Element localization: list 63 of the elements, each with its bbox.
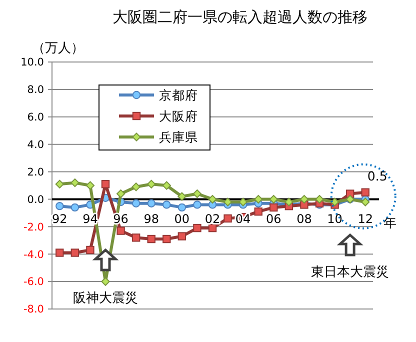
x-tick-label: 08 xyxy=(296,212,312,226)
point xyxy=(116,226,125,235)
legend-label: 大阪府 xyxy=(159,108,198,124)
annotation: 0.5 xyxy=(367,168,388,184)
x-axis-title: 年 xyxy=(384,216,396,232)
point xyxy=(147,199,156,208)
x-tick-label: 12 xyxy=(358,212,373,226)
point xyxy=(70,178,80,188)
point xyxy=(56,202,64,210)
y-tick-label: 4.0 xyxy=(27,139,44,152)
y-tick-label: 2.0 xyxy=(27,166,44,178)
y-tick-label: 10.0 xyxy=(20,56,44,69)
point xyxy=(254,207,262,216)
point xyxy=(162,181,171,190)
legend-label: 兵庫県 xyxy=(159,129,198,144)
x-tick-label: 00 xyxy=(174,212,190,226)
annotation: 阪神大震災 xyxy=(73,291,138,306)
x-tick-label: 98 xyxy=(144,212,159,226)
point xyxy=(208,224,217,232)
point xyxy=(361,198,370,206)
point xyxy=(116,189,126,198)
point xyxy=(162,234,171,244)
y-tick-label: -8.0 xyxy=(24,304,44,316)
x-tick-label: 92 xyxy=(52,212,68,226)
y-tick-label: -4.0 xyxy=(24,248,44,261)
point xyxy=(178,232,186,240)
point xyxy=(193,224,202,232)
point xyxy=(361,188,370,196)
point xyxy=(270,203,278,212)
point xyxy=(55,180,64,188)
y-tick-label: -2.0 xyxy=(24,221,44,234)
point xyxy=(86,181,95,190)
point xyxy=(178,192,186,201)
point xyxy=(70,203,80,212)
x-tick-label: 06 xyxy=(266,212,282,226)
point xyxy=(193,200,202,209)
point xyxy=(284,198,294,206)
chart-title: 大阪圏二府一県の転入超過人数の推移 xyxy=(112,8,368,26)
annotation: 東日本大震災 xyxy=(311,265,390,280)
point xyxy=(208,194,217,204)
point xyxy=(330,198,340,206)
y-tick-label: -6.0 xyxy=(24,276,44,288)
point xyxy=(132,199,140,208)
point xyxy=(132,182,140,192)
point xyxy=(192,189,202,198)
point xyxy=(56,248,64,257)
point xyxy=(147,234,156,244)
point xyxy=(147,180,156,188)
legend-label: 京都府 xyxy=(159,87,198,102)
point xyxy=(132,234,140,242)
point xyxy=(224,214,232,223)
y-axis-title: （万人） xyxy=(32,41,84,56)
y-tick-label: 0.0 xyxy=(27,194,44,206)
point xyxy=(178,203,186,212)
point xyxy=(162,200,171,209)
y-tick-label: 8.0 xyxy=(27,84,44,96)
point xyxy=(315,194,324,204)
point xyxy=(101,180,110,188)
point xyxy=(86,246,94,254)
x-tick-label: 10 xyxy=(327,212,342,226)
y-tick-label: 6.0 xyxy=(27,112,44,124)
point xyxy=(70,248,80,257)
x-tick-label: 02 xyxy=(204,212,220,226)
